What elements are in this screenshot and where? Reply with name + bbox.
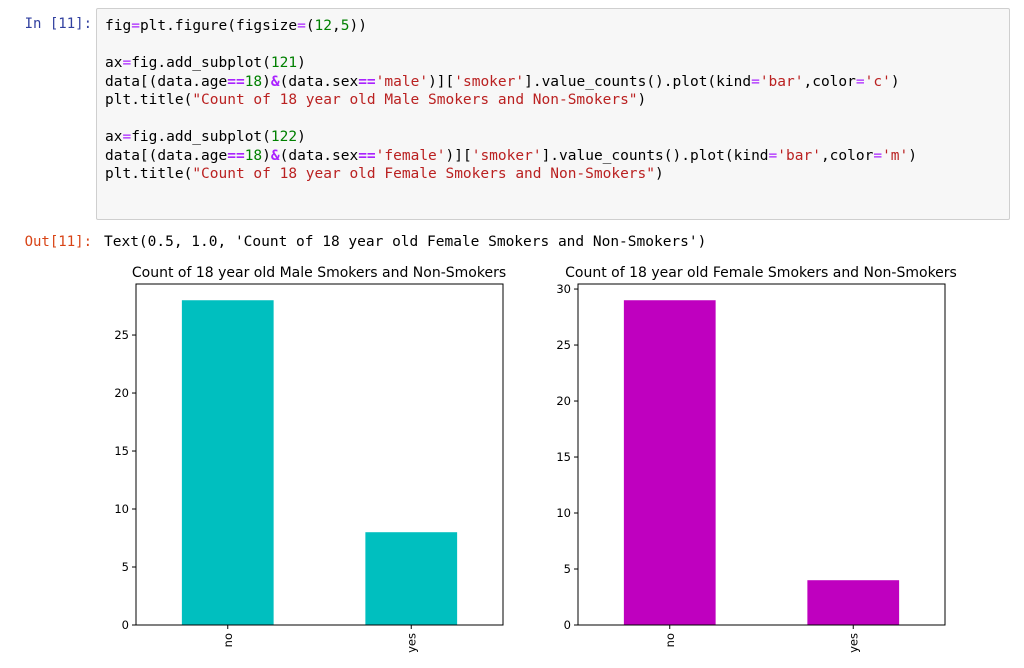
y-tick-label: 25 bbox=[114, 328, 129, 342]
code-line: data[(data.age==18)&(data.sex=='female')… bbox=[105, 147, 917, 164]
x-tick-label: no bbox=[663, 633, 677, 647]
x-tick-label: yes bbox=[404, 633, 418, 653]
y-tick-label: 10 bbox=[556, 506, 571, 520]
output-text: Text(0.5, 1.0, 'Count of 18 year old Fem… bbox=[104, 234, 707, 250]
code-line: data[(data.age==18)&(data.sex=='male')][… bbox=[105, 73, 900, 90]
x-tick-label: yes bbox=[846, 633, 860, 653]
output-prompt: Out[11]: bbox=[24, 234, 92, 250]
y-tick-label: 5 bbox=[122, 560, 129, 574]
figure-canvas: Count of 18 year old Male Smokers and No… bbox=[114, 265, 957, 653]
chart-female-smokers: Count of 18 year old Female Smokers and … bbox=[556, 265, 957, 653]
y-tick-label: 0 bbox=[564, 618, 571, 632]
bar-no bbox=[181, 300, 274, 625]
code-line bbox=[105, 110, 1001, 129]
axes-frame bbox=[577, 283, 946, 626]
bar-yes bbox=[807, 580, 900, 625]
code-cell-editor[interactable]: fig=plt.figure(figsize=(12,5)) ax=fig.add… bbox=[96, 8, 1010, 220]
code-line: ax=fig.add_subplot(121) bbox=[105, 55, 306, 71]
y-tick-label: 20 bbox=[114, 386, 129, 400]
code-line: fig=plt.figure(figsize=(12,5)) bbox=[105, 18, 367, 34]
bar-no bbox=[623, 300, 716, 625]
input-prompt: In [11]: bbox=[24, 16, 92, 32]
x-tick-label: no bbox=[221, 633, 235, 647]
figure-output: Count of 18 year old Male Smokers and No… bbox=[0, 262, 1024, 664]
y-tick-label: 15 bbox=[114, 444, 129, 458]
code-line: plt.title("Count of 18 year old Male Smo… bbox=[105, 92, 647, 108]
axes-frame bbox=[135, 283, 504, 626]
y-tick-label: 25 bbox=[556, 338, 571, 352]
y-tick-label: 10 bbox=[114, 502, 129, 516]
y-tick-label: 30 bbox=[556, 282, 571, 296]
code-line: ax=fig.add_subplot(122) bbox=[105, 129, 306, 145]
bar-yes bbox=[365, 532, 458, 625]
chart-title: Count of 18 year old Female Smokers and … bbox=[565, 265, 957, 281]
code-line: plt.title("Count of 18 year old Female S… bbox=[105, 166, 664, 182]
y-tick-label: 20 bbox=[556, 394, 571, 408]
code-lines: fig=plt.figure(figsize=(12,5)) ax=fig.add… bbox=[105, 17, 1001, 184]
chart-title: Count of 18 year old Male Smokers and No… bbox=[132, 265, 506, 281]
y-tick-label: 5 bbox=[564, 562, 571, 576]
code-line bbox=[105, 36, 1001, 55]
y-tick-label: 0 bbox=[122, 618, 129, 632]
chart-male-smokers: Count of 18 year old Male Smokers and No… bbox=[114, 265, 506, 653]
y-tick-label: 15 bbox=[556, 450, 571, 464]
